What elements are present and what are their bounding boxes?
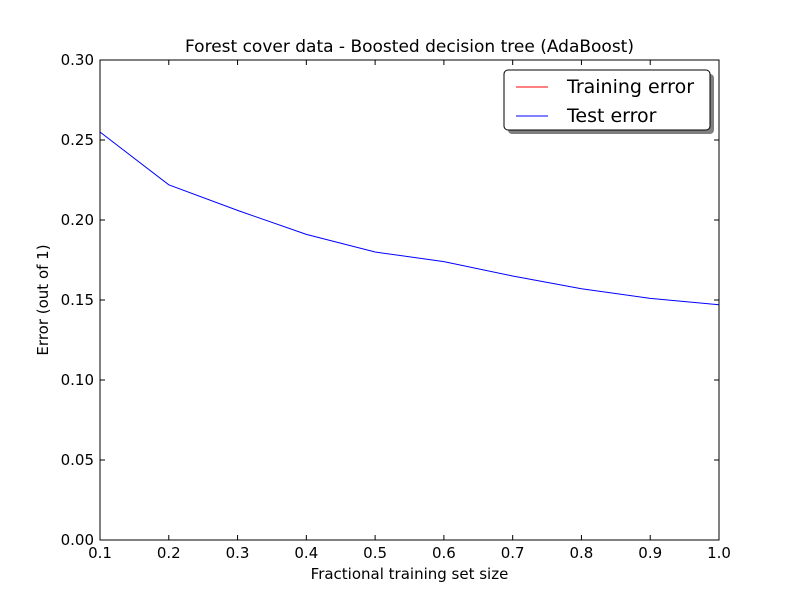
y-tick-label: 0.05 [61, 451, 94, 469]
chart-title: Forest cover data - Boosted decision tre… [185, 37, 634, 57]
plot-frame [99, 59, 720, 541]
x-tick-label: 0.1 [88, 544, 112, 562]
y-tick-label: 0.30 [61, 51, 94, 69]
y-tick-label: 0.10 [61, 371, 94, 389]
y-tick-label: 0.00 [61, 531, 94, 549]
x-tick-label: 0.7 [501, 544, 525, 562]
y-tick-label: 0.25 [61, 131, 94, 149]
legend-label-1: Test error [566, 105, 657, 127]
x-tick-label: 0.5 [363, 544, 387, 562]
series-line-1 [100, 131, 719, 306]
legend: Training error Test error [503, 69, 714, 134]
x-ticks: 0.1 0.2 0.3 0.4 0.5 0.6 0.7 0.8 0.9 1.0 [88, 60, 731, 562]
x-tick-label: 1.0 [707, 544, 731, 562]
y-tick-label: 0.20 [61, 211, 94, 229]
legend-entries: Training error Test error [516, 76, 694, 127]
y-axis-label: Error (out of 1) [34, 244, 52, 355]
x-tick-label: 0.2 [157, 544, 181, 562]
legend-box [503, 69, 711, 131]
x-tick-label: 0.4 [294, 544, 318, 562]
x-tick-label: 0.8 [570, 544, 594, 562]
x-tick-label: 0.9 [638, 544, 662, 562]
series-layer [100, 131, 719, 540]
plot-area [100, 60, 719, 540]
x-axis-label: Fractional training set size [311, 565, 509, 583]
x-tick-label: 0.6 [432, 544, 456, 562]
y-ticks: 0.00 0.05 0.10 0.15 0.20 0.25 0.30 [61, 51, 719, 549]
y-tick-label: 0.15 [61, 291, 94, 309]
legend-label-0: Training error [566, 76, 694, 98]
x-tick-label: 0.3 [226, 544, 250, 562]
